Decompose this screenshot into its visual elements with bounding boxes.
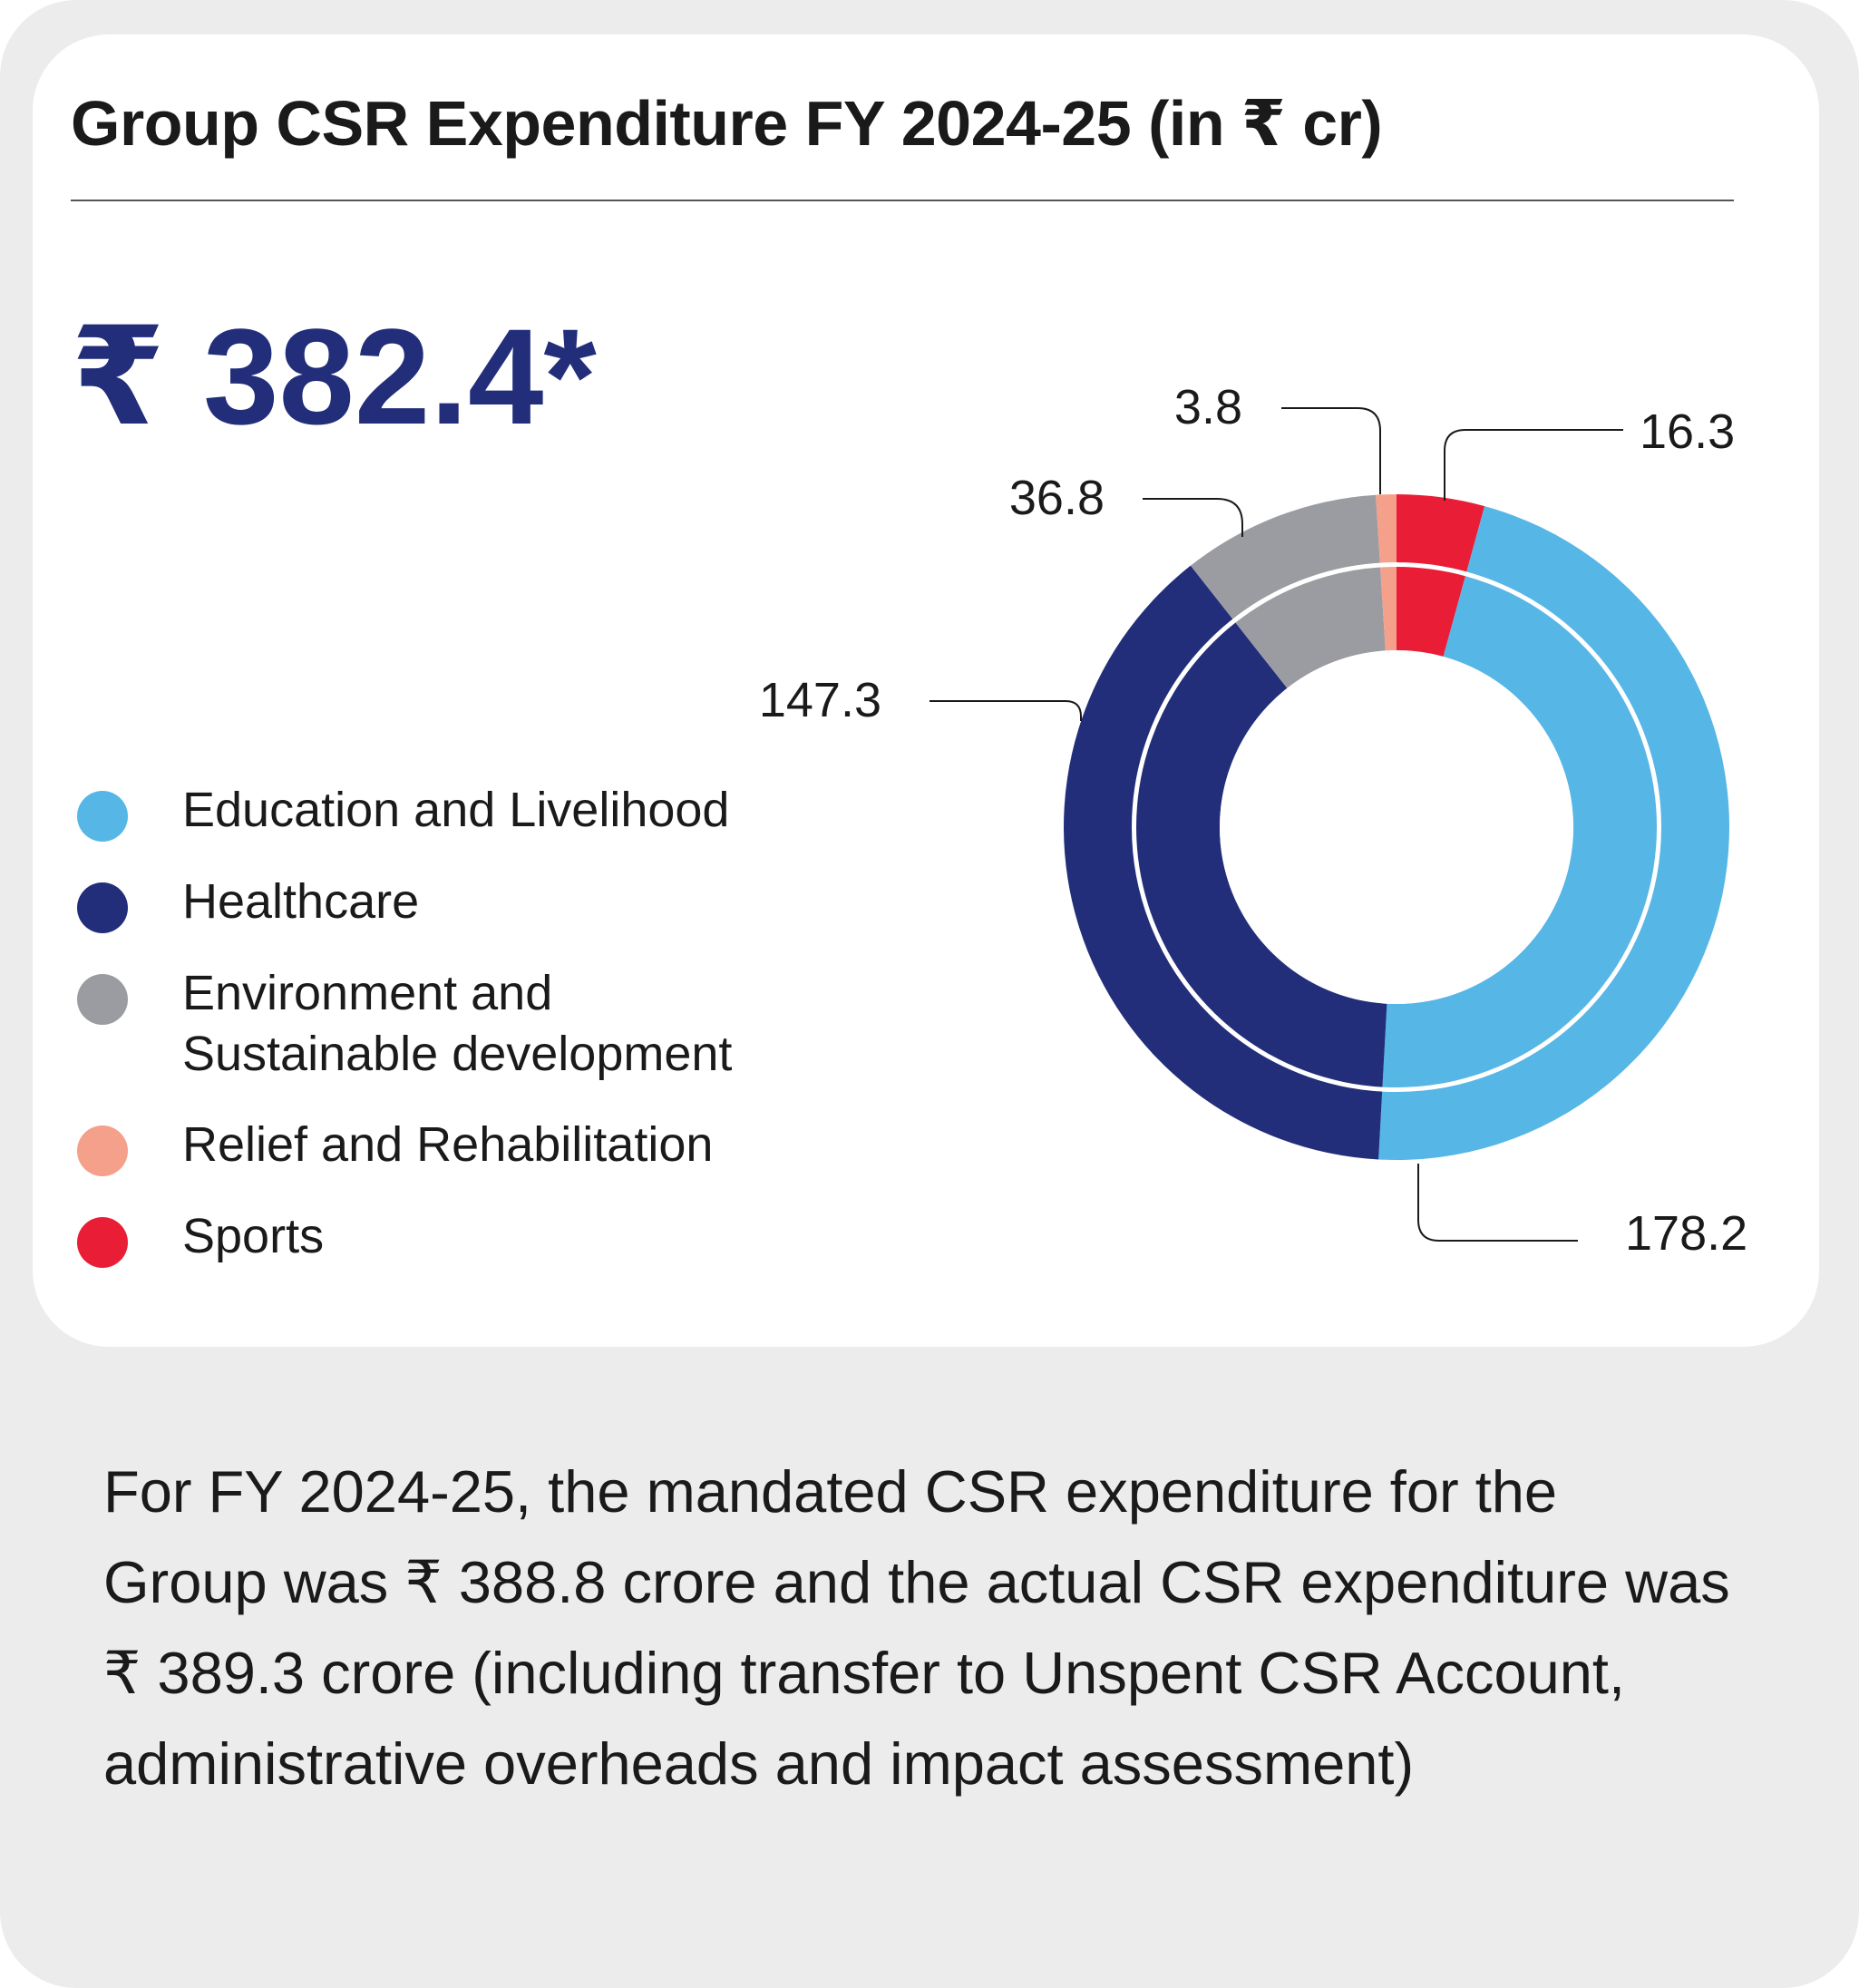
inner-ring xyxy=(1136,567,1658,1087)
inner-slice-environment xyxy=(1235,567,1386,688)
leader-line-environment xyxy=(1143,498,1243,537)
total-expenditure: ₹ 382.4* xyxy=(71,300,597,453)
inner-slice-sports xyxy=(1397,567,1465,657)
inner-ring-gap xyxy=(1220,650,1573,1004)
legend-item-education: Education and Livelihood xyxy=(77,780,857,872)
leader-lines xyxy=(930,407,1623,1242)
inner-slice-healthcare xyxy=(1136,622,1387,1087)
value-label-relief: 3.8 xyxy=(1174,380,1242,434)
legend-item-healthcare: Healthcare xyxy=(77,872,857,963)
legend-swatch-environment xyxy=(77,974,128,1025)
leader-line-healthcare xyxy=(930,700,1082,721)
inner-slice-education xyxy=(1382,576,1658,1087)
outer-slice-sports xyxy=(1397,494,1485,580)
legend-swatch-education xyxy=(77,791,128,842)
leader-line-relief xyxy=(1281,407,1381,494)
legend-label-education: Education and Livelihood xyxy=(182,783,730,837)
value-label-environment: 36.8 xyxy=(1009,471,1105,525)
outer-slice-environment xyxy=(1190,494,1381,625)
value-label-sports: 16.3 xyxy=(1640,404,1735,459)
outer-slice-education xyxy=(1378,506,1730,1160)
legend-item-relief: Relief and Rehabilitation xyxy=(77,1115,857,1206)
outer-slice-relief xyxy=(1376,494,1397,570)
title-divider xyxy=(71,200,1734,201)
legend-swatch-relief xyxy=(77,1126,128,1176)
legend-item-sports: Sports xyxy=(77,1206,857,1298)
legend-item-environment: Environment and Sustainable development xyxy=(77,963,857,1115)
value-label-healthcare: 147.3 xyxy=(759,673,881,727)
legend-label-sports: Sports xyxy=(182,1209,325,1263)
outer-slice-healthcare xyxy=(1064,565,1383,1160)
inner-slice-relief xyxy=(1380,567,1397,651)
legend-swatch-sports xyxy=(77,1217,128,1268)
legend-swatch-healthcare xyxy=(77,882,128,933)
value-label-education: 178.2 xyxy=(1625,1206,1747,1261)
leader-line-sports xyxy=(1444,429,1623,501)
legend-label-relief: Relief and Rehabilitation xyxy=(182,1117,714,1172)
chart-legend: Education and Livelihood Healthcare Envi… xyxy=(77,780,857,1298)
value-labels: 178.2 147.3 36.8 3.8 16.3 xyxy=(759,380,1747,1261)
legend-label-healthcare: Healthcare xyxy=(182,874,420,929)
legend-label-environment: Environment and Sustainable development xyxy=(182,966,733,1081)
chart-title: Group CSR Expenditure FY 2024-25 (in ₹ c… xyxy=(71,88,1383,159)
footnote-text: For FY 2024-25, the mandated CSR expendi… xyxy=(103,1458,1730,1797)
leader-line-education xyxy=(1417,1164,1578,1242)
